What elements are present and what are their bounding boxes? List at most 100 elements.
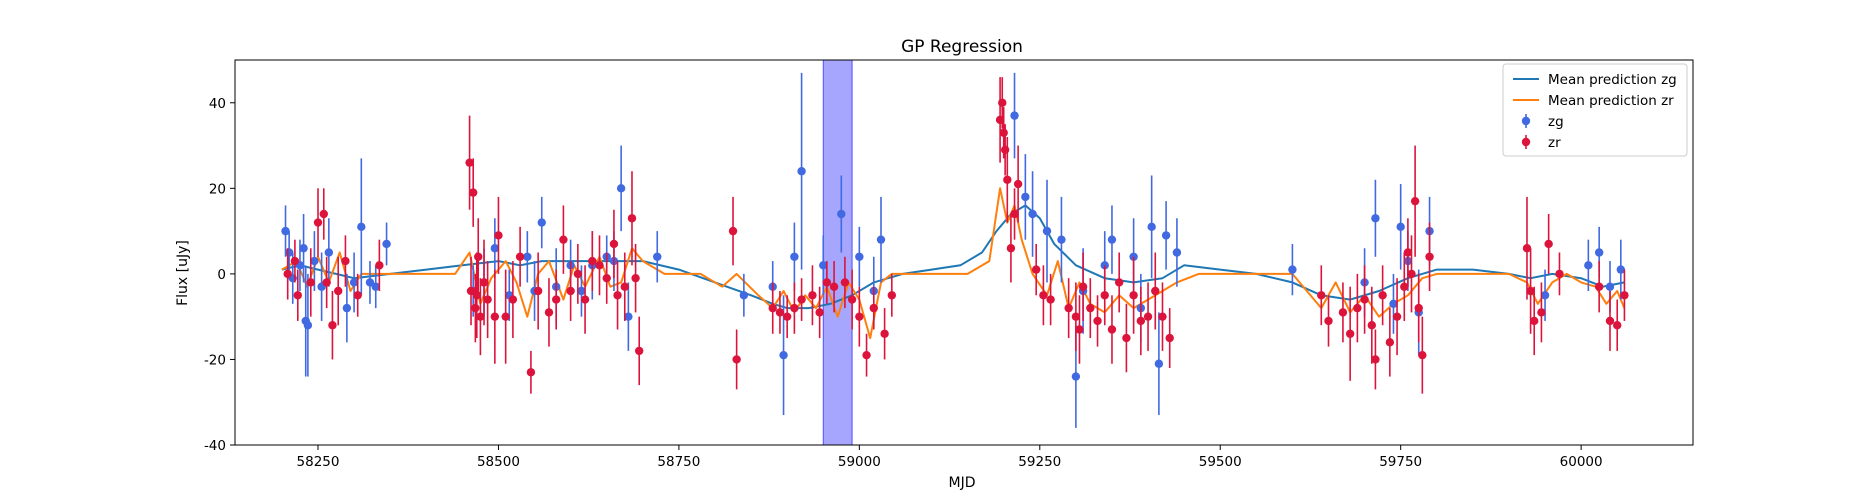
data-point-zg [1021,192,1030,202]
data-point-zg [303,321,313,330]
data-point-zg [624,312,633,321]
x-tick-label: 59750 [1379,454,1422,470]
data-point-zr [1046,295,1055,304]
data-point-zr [1392,312,1402,321]
data-point-zr [490,312,500,321]
data-point-zr [588,256,597,266]
data-point-zr [1410,196,1420,206]
data-point-zg [382,239,391,249]
data-point-zr [566,286,575,296]
data-point-zg [1154,359,1164,368]
data-point-zg [1071,372,1081,381]
series-zr [283,77,1629,394]
data-point-zr [1594,282,1604,291]
data-point-zg [1010,111,1019,120]
data-point-zr [1378,291,1387,300]
data-point-zg [1605,282,1615,291]
y-tick-label: -40 [204,438,226,454]
data-point-zr [728,226,738,236]
data-point-zg [1161,231,1171,240]
plot-frame [234,59,1694,446]
data-point-zg [779,350,788,360]
data-point-zr [328,321,337,330]
data-point-zr [1620,291,1629,300]
data-point-zr [306,278,315,287]
data-point-zr [613,291,622,300]
data-point-zr [887,291,897,300]
data-point-zr [602,273,611,283]
data-point-zr [880,329,889,338]
data-point-zr [508,295,518,304]
data-point-zr [1544,239,1553,249]
data-point-zg [855,252,864,261]
data-point-zg [281,226,290,236]
data-point-zr [544,308,554,317]
data-point-zr [1136,316,1146,326]
data-point-zr [1114,278,1124,287]
data-point-zr [1143,312,1153,321]
data-point-zg [1057,235,1066,244]
data-point-zg [797,167,806,176]
x-axis-label: MJD [949,475,976,491]
data-point-zr [1107,325,1117,334]
data-point-zr [847,295,857,304]
plot-area: 58250 58500 58750 59000 59250 59500 59750 60000… [204,59,1694,470]
data-point-zr [1031,265,1041,274]
data-point-zr [479,278,489,287]
data-point-zr [1418,350,1427,360]
data-point-zr [471,303,480,313]
data-point-zr [998,98,1007,107]
data-point-zg [490,244,500,253]
x-tick-label: 59500 [1199,454,1242,470]
data-point-zr [551,295,561,304]
x-tick-label: 58500 [477,454,520,470]
legend-label: zg [1548,114,1564,130]
data-point-zr [476,312,485,321]
data-point-zg [790,252,799,261]
legend-label: Mean prediction zr [1548,93,1674,109]
data-point-zr [1522,244,1532,253]
data-point-zr [1071,312,1081,321]
data-point-zr [1003,175,1012,184]
data-point-zg [310,256,319,266]
data-point-zr [634,346,644,356]
data-point-zg [537,218,546,227]
x-tick-label: 59000 [838,454,881,470]
legend-label: Mean prediction zg [1548,72,1677,88]
y-tick-label: 0 [217,267,226,283]
data-point-zr [1122,333,1131,343]
data-point-zr [1010,209,1019,219]
data-point-zr [1555,269,1564,279]
data-point-zg [1028,209,1037,219]
series-line-mean-prediction-zr [281,187,1626,340]
data-point-zg [616,184,626,193]
data-point-zr [1338,308,1348,317]
chart-title: GP Regression [901,37,1023,57]
data-point-zr [501,312,510,321]
data-point-zr [1165,333,1174,343]
data-point-zr [1078,282,1088,291]
data-point-zr [1006,244,1016,253]
data-point-zr [474,252,483,261]
data-point-zg [739,291,749,300]
data-point-zr [1371,355,1380,364]
data-point-zg [1389,299,1398,309]
data-point-zr [1093,316,1102,326]
data-point-zr [334,286,343,296]
data-point-zr [631,273,640,283]
data-point-zr [1530,316,1539,326]
data-point-zg [1100,261,1109,270]
data-point-zr [353,291,362,300]
data-point-zg [1172,248,1182,257]
legend-label: zr [1548,135,1561,151]
data-point-zr [862,350,871,360]
data-point-zr [1039,291,1048,300]
data-point-zr [1526,286,1535,296]
data-point-zg [1540,291,1550,300]
data-point-zr [1385,338,1395,347]
data-point-zr [375,261,384,270]
data-point-zr [1400,282,1409,291]
data-point-zg [357,222,366,232]
data-point-zr [1605,316,1615,326]
series-group [281,72,1629,428]
